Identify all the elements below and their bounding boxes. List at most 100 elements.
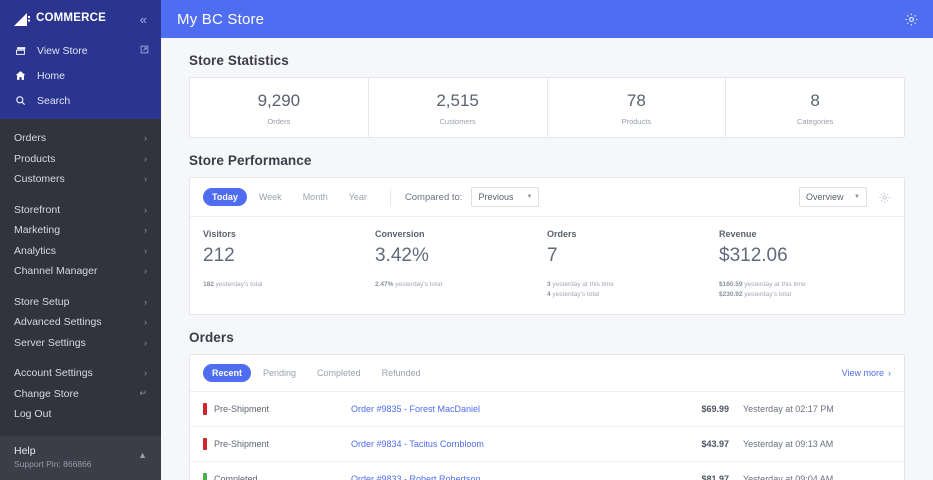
order-status-label: Completed <box>214 473 258 480</box>
tab-completed[interactable]: Completed <box>317 367 361 378</box>
metric-subs: 182 yesterday's total <box>203 280 367 290</box>
sidebar-item-home[interactable]: Home <box>0 63 161 88</box>
sidebar-item-account-settings[interactable]: Account Settings › <box>0 363 161 384</box>
stat-orders: 9,290 Orders <box>190 78 369 138</box>
sidebar-item-label: Advanced Settings <box>14 316 102 329</box>
chevron-right-icon: › <box>144 245 147 256</box>
view-more-link[interactable]: View more › <box>842 368 891 378</box>
chevron-down-icon: ▼ <box>526 194 533 201</box>
orders-title: Orders <box>189 329 234 345</box>
stat-value: 9,290 <box>257 91 301 110</box>
sidebar-nav: Orders › Products › Customers › Storefro… <box>0 119 161 436</box>
sidebar-item-marketing[interactable]: Marketing › <box>0 220 161 241</box>
page-title: My BC Store <box>177 10 265 28</box>
metric-label: Revenue <box>719 229 757 240</box>
sidebar-item-label: Storefront <box>14 203 61 216</box>
tab-recent[interactable]: Recent <box>203 363 252 382</box>
chevron-right-icon: › <box>144 225 147 236</box>
metric-value: 212 <box>203 245 235 267</box>
external-link-icon <box>140 45 149 56</box>
chevron-right-icon: › <box>144 337 147 348</box>
tab-month[interactable]: Month <box>302 192 328 203</box>
sidebar-item-orders[interactable]: Orders › <box>0 128 161 149</box>
nav-group-account: Account Settings › Change Store ↵ Log Ou… <box>0 363 161 435</box>
metric-value: 3.42% <box>375 245 429 267</box>
sidebar-item-search[interactable]: Search <box>0 88 161 113</box>
sidebar-item-change-store[interactable]: Change Store ↵ <box>0 384 161 405</box>
orders-tab-bar: Recent Pending Completed Refunded View m… <box>190 355 904 392</box>
metric-subs: 3 yesterday at this time 4 yesterday's t… <box>547 280 711 300</box>
brand-mark: COMMERCE <box>14 12 106 26</box>
toolbar-right: Overview ▼ <box>799 187 891 208</box>
tab-refunded[interactable]: Refunded <box>381 367 421 378</box>
stat-products: 78 Products <box>548 78 727 138</box>
order-status: Completed <box>203 472 351 480</box>
sidebar-item-label: Search <box>37 94 71 107</box>
tab-today[interactable]: Today <box>203 188 247 207</box>
gear-icon[interactable] <box>904 12 919 27</box>
stat-categories: 8 Categories <box>726 78 904 137</box>
sidebar-brand[interactable]: COMMERCE « <box>0 0 161 38</box>
performance-metrics: Visitors 212 182 yesterday's total Conve… <box>190 217 904 314</box>
content-scroll: Store Statistics 9,290 Orders 2,515 Cust… <box>161 38 933 480</box>
sidebar-item-advanced-settings[interactable]: Advanced Settings › <box>0 312 161 333</box>
sidebar-item-storefront[interactable]: Storefront › <box>0 200 161 221</box>
sidebar-item-label: Account Settings <box>14 367 93 380</box>
sidebar-item-view-store[interactable]: View Store <box>0 38 161 63</box>
help-title: Help <box>14 445 36 458</box>
order-link[interactable]: Order #9833 - Robert Robertson <box>351 473 481 480</box>
stat-value: 78 <box>626 91 646 110</box>
tab-year[interactable]: Year <box>348 192 367 203</box>
compared-to-label: Compared to: <box>404 191 463 203</box>
stat-customers: 2,515 Customers <box>369 78 548 138</box>
store-statistics-card: 9,290 Orders 2,515 Customers 78 Products… <box>189 77 905 139</box>
gear-icon[interactable] <box>878 191 891 204</box>
metric-orders: Orders 7 3 yesterday at this time 4 yest… <box>547 229 719 300</box>
metric-subs: 2.47% yesterday's total <box>375 280 539 290</box>
sidebar-item-log-out[interactable]: Log Out <box>0 404 161 425</box>
sidebar-item-channel-manager[interactable]: Channel Manager › <box>0 261 161 282</box>
table-row[interactable]: Completed Order #9833 - Robert Robertson… <box>190 462 904 480</box>
sidebar-collapse-icon[interactable]: « <box>139 11 147 27</box>
view-select[interactable]: Overview ▼ <box>799 187 867 208</box>
view-more-label: View more <box>841 367 884 378</box>
nav-group-setup: Store Setup › Advanced Settings › Server… <box>0 292 161 364</box>
compared-to-select[interactable]: Previous ▼ <box>471 187 540 208</box>
order-status: Pre-Shipment <box>203 437 351 450</box>
sidebar-item-label: Channel Manager <box>14 265 98 278</box>
sidebar-item-analytics[interactable]: Analytics › <box>0 241 161 262</box>
sidebar-item-store-setup[interactable]: Store Setup › <box>0 292 161 313</box>
chevron-right-icon: › <box>144 174 147 185</box>
sidebar-item-label: Home <box>37 69 66 82</box>
order-amount: $81.97 <box>701 473 729 480</box>
stat-label: Customers <box>439 117 476 127</box>
tab-week[interactable]: Week <box>258 192 282 203</box>
store-performance-title: Store Performance <box>189 153 312 169</box>
metric-sub-attime: 3 yesterday at this time <box>547 281 614 289</box>
sidebar-item-products[interactable]: Products › <box>0 149 161 170</box>
tab-pending[interactable]: Pending <box>263 367 297 378</box>
table-row[interactable]: Pre-Shipment Order #9835 - Forest MacDan… <box>190 392 904 427</box>
status-color-bar <box>203 472 207 480</box>
store-statistics-title: Store Statistics <box>189 53 289 68</box>
help-text-block: Help Support Pin: 866866 <box>14 444 92 470</box>
sidebar-item-customers[interactable]: Customers › <box>0 169 161 190</box>
bigcommerce-logo-icon <box>14 12 30 26</box>
metric-value: 7 <box>547 245 558 267</box>
stat-value: 8 <box>810 91 820 110</box>
order-link[interactable]: Order #9835 - Forest MacDaniel <box>351 403 481 414</box>
sidebar-help-panel[interactable]: Help Support Pin: 866866 ▲ <box>0 436 161 480</box>
chevron-up-icon[interactable]: ▲ <box>138 450 147 461</box>
chevron-right-icon: › <box>144 296 147 307</box>
sidebar-item-label: View Store <box>37 44 88 57</box>
order-link[interactable]: Order #9834 - Tacitus Cornbloom <box>351 438 484 449</box>
stat-label: Products <box>621 117 652 127</box>
sidebar-item-label: Customers <box>14 173 65 186</box>
status-color-bar <box>203 437 207 450</box>
order-status-label: Pre-Shipment <box>214 403 270 414</box>
chevron-right-icon: › <box>144 133 147 144</box>
order-status: Pre-Shipment <box>203 402 351 415</box>
table-row[interactable]: Pre-Shipment Order #9834 - Tacitus Cornb… <box>190 427 904 462</box>
sidebar-item-server-settings[interactable]: Server Settings › <box>0 333 161 354</box>
